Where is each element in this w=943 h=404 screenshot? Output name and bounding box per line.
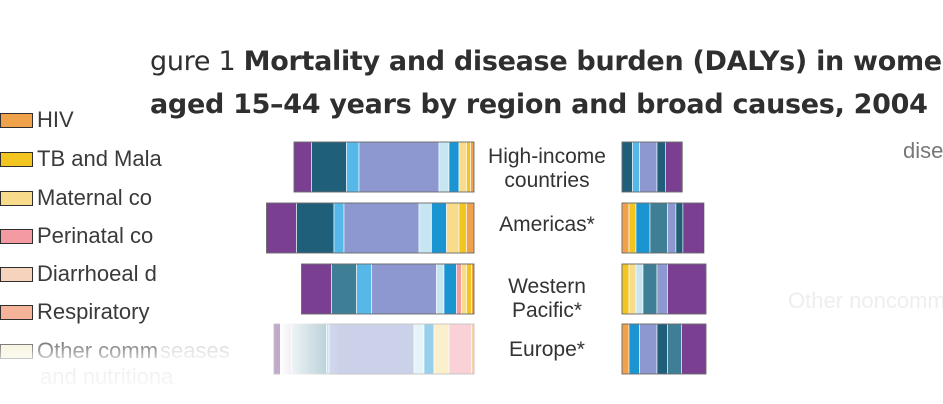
chart-title-line-1: gure 1 Mortality and disease burden (DAL…: [150, 46, 943, 77]
right-bar-segment-periwinkle: [639, 323, 658, 375]
left-bar-segment-pale_blue: [438, 141, 450, 193]
left-bar-segment-dark_teal: [296, 202, 335, 254]
left-bar-segment-periwinkle: [328, 323, 415, 375]
left-bar-segment-periwinkle: [358, 141, 440, 193]
right-bar-segment-dark_teal: [675, 202, 684, 254]
right-bar-segment-purple: [682, 202, 705, 254]
right-faded-label: Other noncomm: [788, 288, 943, 313]
legend-label: Maternal co: [37, 185, 152, 210]
legend-swatch: [0, 228, 33, 244]
right-bar-segment-light_blue: [632, 141, 640, 193]
right-bar-segment-tb_malaria: [628, 202, 637, 254]
legend-item-hiv: HIV: [0, 107, 165, 133]
legend-label: HIV: [37, 107, 74, 132]
category-label-western-pacific: Western Pacific*: [508, 275, 586, 322]
legend-swatch: [0, 190, 33, 206]
left-bar-segment-purple: [293, 141, 312, 193]
left-bar-segment-blue: [443, 263, 457, 315]
left-bar-segment-periwinkle: [371, 263, 437, 315]
legend-swatch: [0, 112, 33, 128]
left-bar-segment-pale_blue: [418, 202, 432, 254]
right-bar-outline: [621, 202, 705, 254]
right-bar-segment-teal: [667, 323, 682, 375]
left-bar-segment-maternal: [446, 202, 460, 254]
legend-label: TB and Mala: [37, 146, 162, 171]
right-bar-segment-dark_teal: [656, 141, 666, 193]
left-bar-segment-blue: [431, 202, 447, 254]
left-bar-segment-tb_malaria: [466, 263, 472, 315]
left-bar-segment-hiv: [470, 141, 475, 193]
legend-item-respiratory: Respiratory: [0, 299, 165, 325]
left-bar-segment-pale_blue: [413, 323, 425, 375]
right-bar-segment-dark_teal: [621, 141, 633, 193]
right-bar-outline: [621, 323, 707, 375]
right-bars-group: [621, 141, 707, 375]
left-bar-segment-hiv: [466, 202, 475, 254]
left-bar-segment-maternal: [433, 323, 450, 375]
right-header-fragment: dise: [903, 138, 943, 163]
category-label-high-income: High-income countries: [488, 145, 606, 192]
left-bar-segment-light_blue: [333, 202, 345, 254]
right-bar-segment-purple: [667, 263, 707, 315]
right-bar-segment-periwinkle: [656, 263, 668, 315]
left-bar-segment-blue: [448, 141, 460, 193]
left-bar-segment-tb_malaria: [466, 141, 471, 193]
right-bar-outline: [621, 263, 707, 315]
right-bar-segment-dark_teal: [656, 323, 668, 375]
left-bar-segment-purple: [266, 202, 297, 254]
right-bar-segment-tb_malaria: [621, 263, 630, 315]
right-bar-outline: [621, 141, 683, 193]
left-bar-segment-tb_malaria: [458, 202, 467, 254]
right-bar-segment-hiv: [621, 202, 630, 254]
left-bar-segment-perinatal: [456, 263, 462, 315]
left-bar-segment-teal: [331, 263, 357, 315]
right-bar-segment-periwinkle: [639, 141, 658, 193]
left-bar-outline: [301, 263, 475, 315]
chart-title-line-2: aged 15–44 years by region and broad cau…: [150, 89, 928, 120]
left-bar-segment-dark_teal: [311, 141, 347, 193]
right-bar-segment-blue: [628, 323, 640, 375]
left-bar-outline: [273, 323, 475, 375]
europe-bar-fade-overlay: [280, 318, 340, 378]
title-bold: Mortality and disease burden (DALYs) in …: [243, 46, 943, 77]
right-bar-segment-purple: [665, 141, 683, 193]
category-label-americas: Americas*: [499, 213, 595, 236]
left-bar-segment-pale_blue: [436, 263, 445, 315]
left-bar-segment-periwinkle: [343, 202, 420, 254]
legend-item-tb-malaria: TB and Mala: [0, 146, 165, 172]
legend-label: Respiratory: [37, 299, 150, 324]
right-bar-segment-pale_blue: [635, 263, 644, 315]
right-bar-segment-blue: [635, 202, 651, 254]
legend-label: Perinatal co: [37, 223, 154, 248]
title-prefix: gure 1: [150, 46, 244, 77]
category-label-europe: Europe*: [509, 338, 585, 361]
right-bar-segment-teal: [649, 202, 668, 254]
legend-label: Diarrhoeal d: [37, 261, 157, 286]
left-bar-segment-perinatal: [448, 323, 472, 375]
left-bar-segment-light_blue: [346, 141, 360, 193]
legend-item-perinatal: Perinatal co: [0, 223, 165, 249]
legend-item-maternal: Maternal co: [0, 185, 165, 211]
left-bar-outline: [293, 141, 475, 193]
left-bar-segment-blue: [423, 323, 435, 375]
legend-swatch: [0, 151, 33, 167]
left-bar-segment-maternal: [458, 141, 467, 193]
legend-swatch: [0, 266, 33, 282]
right-bar-segment-hiv: [621, 323, 630, 375]
right-bar-segment-purple: [681, 323, 707, 375]
left-bar-segment-light_blue: [356, 263, 372, 315]
legend-item-diarrhoeal: Diarrhoeal d: [0, 261, 165, 287]
right-bar-segment-maternal: [628, 263, 637, 315]
right-bar-segment-periwinkle: [667, 202, 677, 254]
left-bar-segment-purple: [301, 263, 332, 315]
left-bar-outline: [266, 202, 475, 254]
left-bar-segment-maternal: [461, 263, 467, 315]
legend-swatch: [0, 304, 33, 320]
right-bar-segment-teal: [642, 263, 658, 315]
